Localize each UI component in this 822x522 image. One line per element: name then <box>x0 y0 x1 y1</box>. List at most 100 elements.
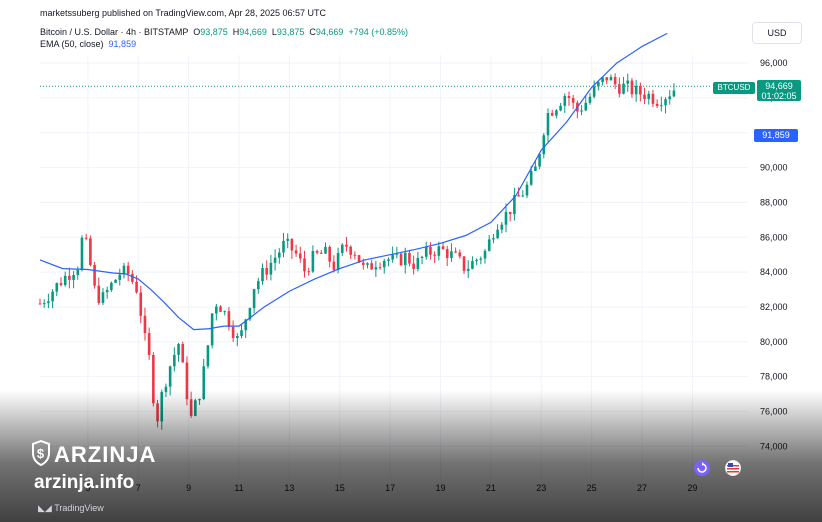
candle-body <box>462 256 466 271</box>
candle-body <box>126 265 130 274</box>
candle-body <box>231 327 235 339</box>
x-tick-label: 17 <box>385 483 395 493</box>
open-label: O <box>193 27 201 37</box>
candle-body <box>290 238 294 251</box>
currency-button[interactable]: USD <box>752 22 802 44</box>
candle-body <box>336 252 340 270</box>
candle-body <box>118 274 122 280</box>
candle-body <box>483 250 487 259</box>
candle-body <box>189 399 193 416</box>
x-tick-label: 23 <box>536 483 546 493</box>
candle-body <box>55 283 59 292</box>
candle-body <box>521 195 525 197</box>
candle-body <box>89 238 92 265</box>
candle-body <box>143 315 147 334</box>
x-tick-label: 13 <box>284 483 294 493</box>
candle-body <box>156 403 159 422</box>
candle-body <box>361 262 365 265</box>
candle-body <box>664 99 667 106</box>
candle-body <box>555 110 558 116</box>
ema-legend-value: 91,859 <box>108 39 137 49</box>
candle-body <box>93 264 96 286</box>
price-tag-countdown: 01:02:05 <box>761 91 797 101</box>
candle-body <box>38 303 42 305</box>
x-tick-label: 11 <box>234 483 243 493</box>
candle-body <box>315 251 319 253</box>
candle-body <box>567 96 571 99</box>
candle-body <box>181 344 185 363</box>
y-tick-label: 78,000 <box>760 372 788 382</box>
low-value: 93,875 <box>276 27 305 37</box>
candle-body <box>110 282 113 291</box>
candle-body <box>618 84 621 94</box>
candle-body <box>647 93 651 100</box>
candle-body <box>152 354 155 404</box>
candle-body <box>513 195 516 215</box>
candle-body <box>529 170 533 185</box>
candle-body <box>597 82 600 87</box>
candle-body <box>387 259 390 261</box>
candle-body <box>613 77 617 85</box>
price-tag-price: 94,669 <box>765 81 793 91</box>
x-tick-label: 7 <box>136 483 141 493</box>
candle-body <box>185 362 189 400</box>
candle-body <box>76 270 80 275</box>
candle-body <box>63 275 67 286</box>
candle-body <box>236 336 239 339</box>
ema-line <box>39 32 668 331</box>
candle-body <box>105 290 109 293</box>
y-tick-label: 96,000 <box>760 58 788 68</box>
candle-body <box>244 319 248 331</box>
close-value: 94,669 <box>315 27 344 37</box>
us-flag-icon[interactable] <box>725 460 741 476</box>
candle-body <box>303 258 306 272</box>
candle-body <box>634 85 638 95</box>
candle-body <box>219 306 222 312</box>
candle-body <box>114 279 117 283</box>
candle-body <box>399 253 403 266</box>
candle-body <box>479 258 483 260</box>
x-tick-label: 25 <box>587 483 597 493</box>
candle-body <box>408 252 411 264</box>
price-tag-box: 94,669 01:02:05 <box>757 80 801 101</box>
candle-body <box>282 240 285 253</box>
y-tick-label: 76,000 <box>760 407 788 417</box>
candle-body <box>487 239 491 251</box>
candle-body <box>311 251 315 272</box>
candle-body <box>609 77 613 81</box>
candle-body <box>294 250 298 254</box>
high-value: 94,669 <box>239 27 267 37</box>
candle-body <box>437 246 441 256</box>
candle-body <box>412 263 415 270</box>
y-tick-label: 86,000 <box>760 232 788 242</box>
y-tick-label: 82,000 <box>760 302 788 312</box>
ema-legend[interactable]: EMA (50, close) 91,859 <box>40 39 136 49</box>
candle-body <box>265 268 269 275</box>
candle-body <box>269 262 273 275</box>
candle-body <box>177 344 180 355</box>
candle-body <box>370 263 373 270</box>
candle-body <box>240 330 243 337</box>
ema-legend-label: EMA (50, close) <box>40 39 104 49</box>
candle-body <box>433 254 436 256</box>
x-tick-label: 29 <box>687 483 697 493</box>
candle-body <box>382 260 386 268</box>
candle-body <box>492 238 495 240</box>
candle-body <box>500 224 504 230</box>
candle-body <box>223 311 227 313</box>
y-tick-label: 80,000 <box>760 337 788 347</box>
candle-body <box>475 259 478 262</box>
candle-body <box>261 268 264 282</box>
candle-body <box>403 252 407 266</box>
candle-body <box>655 103 659 107</box>
candle-body <box>84 237 88 239</box>
candle-body <box>588 96 592 103</box>
candle-body <box>643 94 646 100</box>
replay-icon[interactable] <box>694 460 710 476</box>
ema-price-tag: 91,859 <box>754 129 798 142</box>
close-label: C <box>309 27 316 37</box>
candle-body <box>168 366 172 387</box>
svg-text:$: $ <box>37 446 45 461</box>
candle-body <box>319 252 323 254</box>
candle-body <box>504 211 508 225</box>
